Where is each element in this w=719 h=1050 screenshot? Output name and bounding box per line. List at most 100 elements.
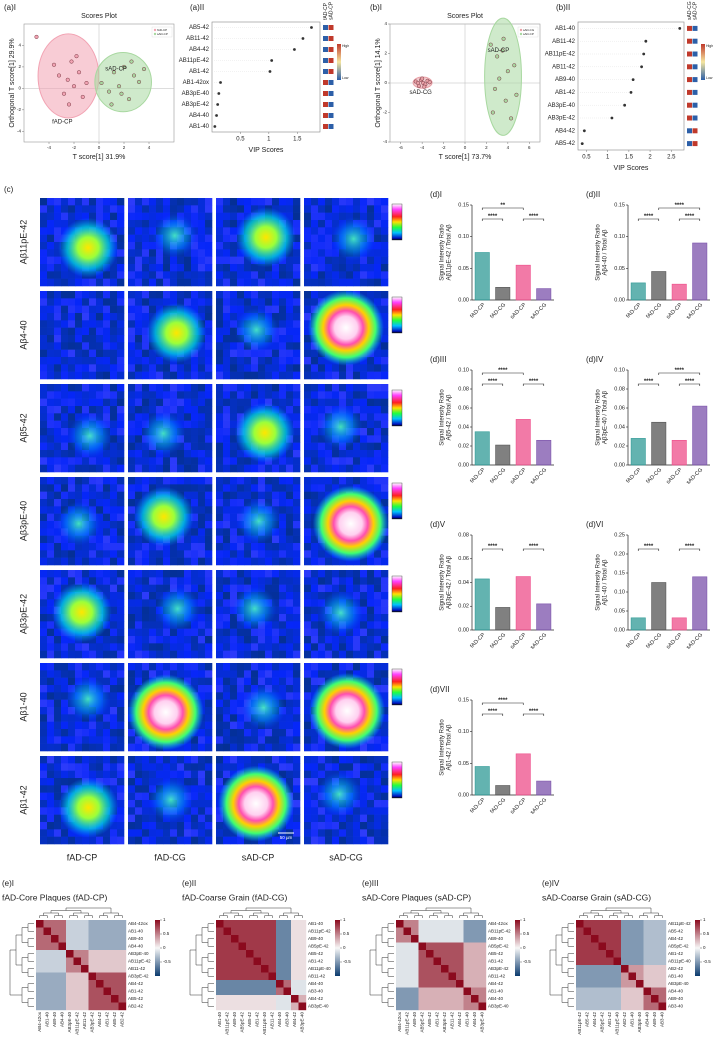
image-pixel: [61, 484, 68, 492]
image-pixel: [318, 477, 325, 485]
image-pixel: [216, 320, 223, 328]
image-pixel: [205, 428, 212, 436]
colorbar-label: Low: [342, 76, 349, 80]
image-pixel: [304, 514, 311, 522]
image-pixel: [68, 484, 75, 492]
image-pixel: [142, 342, 149, 350]
image-pixel: [258, 570, 265, 578]
image-pixel: [216, 328, 223, 336]
heatmap-cell: [36, 920, 44, 928]
image-pixel: [110, 443, 117, 451]
heatmap-cell: [111, 928, 119, 936]
image-pixel: [40, 279, 47, 287]
image-pixel: [205, 829, 212, 837]
bar: [496, 607, 510, 630]
image-pixel: [279, 678, 286, 686]
significance-label: ****: [529, 709, 539, 715]
image-pixel: [184, 372, 191, 380]
image-pixel: [251, 198, 258, 206]
image-pixel: [47, 763, 54, 771]
image-pixel: [265, 643, 272, 651]
image-pixel: [54, 413, 61, 421]
image-pixel: [205, 457, 212, 465]
image-pixel: [40, 350, 47, 358]
image-pixel: [40, 651, 47, 659]
image-pixel: [244, 399, 251, 407]
image-pixel: [110, 271, 117, 279]
column-label: AB4-40: [59, 1012, 64, 1028]
image-pixel: [318, 242, 325, 250]
image-pixel: [216, 271, 223, 279]
image-pixel: [360, 651, 367, 659]
image-pixel: [279, 198, 286, 206]
heatmap-cell: [269, 935, 277, 943]
image-pixel: [89, 756, 96, 764]
image-pixel: [346, 636, 353, 644]
image-pixel: [265, 271, 272, 279]
image-pixel: [374, 271, 381, 279]
image-pixel: [163, 198, 170, 206]
image-pixel: [40, 391, 47, 399]
image-pixel: [339, 450, 346, 458]
heatmap-cell: [119, 950, 127, 958]
image-pixel: [311, 837, 318, 845]
image-pixel: [205, 492, 212, 500]
image-pixel: [40, 815, 47, 823]
image-pixel: [205, 822, 212, 830]
image-pixel: [128, 484, 135, 492]
image-pixel: [381, 413, 388, 421]
image-pixel: [149, 279, 156, 287]
image-pixel: [381, 793, 388, 801]
image-pixel: [75, 492, 82, 500]
panel-label: (e)I: [2, 879, 14, 888]
heatmap-cell: [299, 995, 307, 1003]
x-tick-label: -2: [442, 145, 446, 150]
image-pixel: [177, 477, 184, 485]
heatmap-cell: [59, 943, 67, 951]
image-pixel: [216, 670, 223, 678]
image-pixel: [223, 198, 230, 206]
y-tick-label: -4: [17, 128, 21, 133]
image-pixel: [230, 220, 237, 228]
image-pixel: [96, 328, 103, 336]
heatmap-cell: [96, 920, 104, 928]
image-pixel: [258, 643, 265, 651]
image-pixel: [304, 729, 311, 737]
image-pixel: [40, 837, 47, 845]
image-pixel: [360, 279, 367, 287]
image-pixel: [230, 685, 237, 693]
image-pixel: [237, 558, 244, 566]
image-pixel: [304, 756, 311, 764]
image-pixel: [374, 357, 381, 365]
image-pixel: [318, 837, 325, 845]
column-label: AB5-42: [247, 1012, 252, 1028]
image-pixel: [381, 756, 388, 764]
x-axis-label: VIP Scores: [249, 147, 284, 154]
image-pixel: [251, 364, 258, 372]
image-pixel: [216, 536, 223, 544]
image-pixel: [40, 227, 47, 235]
image-pixel: [54, 744, 61, 752]
image-pixel: [374, 678, 381, 686]
image-pixel: [117, 822, 124, 830]
image-pixel: [230, 729, 237, 737]
legend-label: sAD-CP: [523, 32, 534, 36]
signal-blob: [153, 214, 197, 258]
image-pixel: [82, 399, 89, 407]
image-pixel: [110, 736, 117, 744]
image-pixel: [374, 421, 381, 429]
x-tick-label: 6: [528, 145, 531, 150]
image-pixel: [103, 291, 110, 299]
column-label: AB1-42: [104, 1012, 109, 1028]
image-pixel: [82, 205, 89, 213]
image-pixel: [286, 457, 293, 465]
image-pixel: [223, 428, 230, 436]
score-point: [512, 64, 516, 68]
image-pixel: [184, 577, 191, 585]
heatmap-cell: [231, 958, 239, 966]
group-level-cell: [329, 36, 334, 41]
image-pixel: [61, 643, 68, 651]
image-pixel: [103, 484, 110, 492]
image-pixel: [230, 528, 237, 536]
significance-label: ****: [498, 368, 508, 374]
